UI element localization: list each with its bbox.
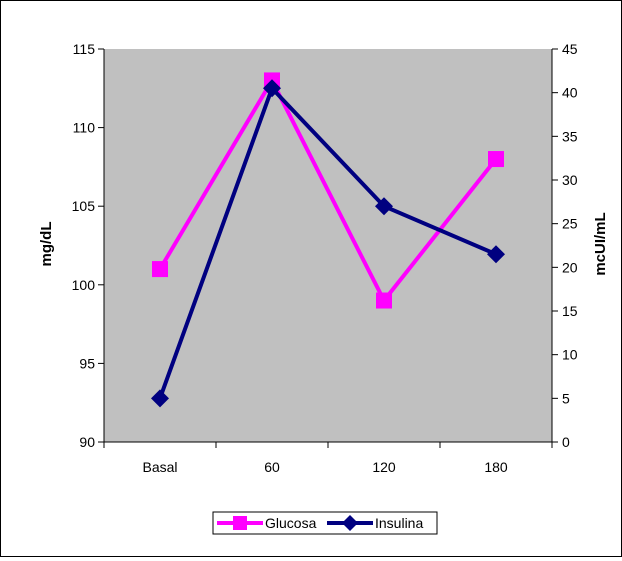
legend-glucosa-label: Glucosa bbox=[265, 515, 317, 531]
legend-box bbox=[212, 511, 438, 535]
legend-glucosa-marker bbox=[233, 516, 247, 530]
y-left-tick-label: 105 bbox=[72, 198, 96, 214]
data-point-glucosa bbox=[376, 292, 392, 309]
y-right-tick-label: 25 bbox=[562, 216, 578, 232]
y-left-tick-label: 110 bbox=[73, 120, 96, 136]
y-right-tick-label: 0 bbox=[562, 434, 570, 450]
data-point-insulina bbox=[263, 79, 281, 98]
x-tick-label: 180 bbox=[484, 459, 508, 475]
legend-insulina-marker bbox=[342, 515, 358, 531]
y-right-tick-label: 10 bbox=[562, 347, 578, 363]
data-point-glucosa bbox=[488, 151, 504, 168]
x-tick-label: 120 bbox=[372, 459, 396, 475]
y-right-tick-label: 45 bbox=[562, 41, 578, 57]
y-left-tick-label: 100 bbox=[72, 277, 96, 293]
y-left-tick-label: 95 bbox=[79, 355, 95, 371]
data-point-glucosa bbox=[152, 261, 168, 278]
data-point-insulina bbox=[487, 245, 505, 264]
y-left-axis-title: mg/dL bbox=[38, 222, 55, 267]
data-point-insulina bbox=[151, 389, 169, 408]
y-right-axis-title: mcUI/mL bbox=[592, 212, 609, 275]
legend: Glucosa Insulina bbox=[212, 511, 438, 535]
plot-area bbox=[104, 49, 552, 442]
x-tick-label: Basal bbox=[142, 459, 177, 475]
y-right-tick-label: 35 bbox=[562, 128, 578, 144]
legend-insulina-label: Insulina bbox=[375, 515, 423, 531]
x-tick-label: 60 bbox=[264, 459, 280, 475]
y-left-tick-label: 115 bbox=[73, 41, 96, 57]
y-right-tick-label: 5 bbox=[562, 390, 570, 406]
y-right-tick-label: 40 bbox=[562, 85, 578, 101]
series-line-insulina bbox=[158, 84, 497, 400]
data-point-insulina bbox=[375, 197, 393, 216]
y-right-tick-label: 20 bbox=[562, 259, 578, 275]
y-left-tick-label: 90 bbox=[79, 434, 95, 450]
y-right-tick-label: 30 bbox=[562, 172, 578, 188]
y-right-tick-label: 15 bbox=[562, 303, 578, 319]
